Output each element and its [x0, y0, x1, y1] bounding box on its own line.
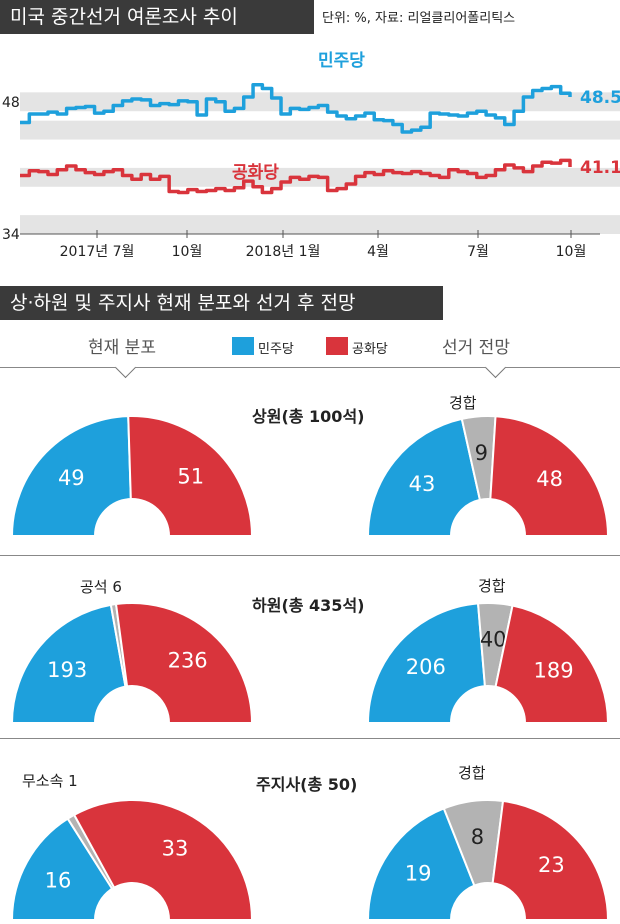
current-3-slice-dem — [10, 817, 114, 921]
forecast-3-slice-label: 23 — [538, 853, 565, 877]
forecast-2-slice-label: 189 — [534, 659, 574, 683]
divider-house — [0, 555, 620, 556]
y-tick-label: 34 — [2, 227, 20, 243]
series-line-rep — [20, 158, 572, 195]
series-name-label: 민주당 — [318, 51, 365, 71]
divider-governor — [0, 738, 620, 739]
x-tick-label: 4월 — [367, 244, 389, 260]
forecast-1-slice-label: 9 — [475, 441, 488, 465]
house-vacant-label: 공석 6 — [80, 578, 122, 596]
forecast-header: 선거 전망 — [442, 338, 510, 358]
legend-label-rep: 공화당 — [352, 342, 388, 357]
current-distribution-header: 현재 분포 — [88, 338, 156, 358]
governor-independent-label: 무소속 1 — [22, 772, 78, 790]
current-1-slice-rep — [127, 415, 254, 537]
x-tick-label: 10월 — [556, 244, 587, 260]
governor-tossup-label: 경합 — [458, 764, 486, 782]
legend-swatch-dem — [232, 337, 254, 355]
current-3-slice-label: 33 — [162, 836, 189, 860]
forecast-2-slice-label: 40 — [480, 628, 507, 652]
x-tick-label: 7월 — [467, 244, 489, 260]
end-value-label: 41.1 — [580, 158, 620, 178]
forecast-2-slice-label: 206 — [406, 655, 446, 679]
current-2-slice-label: 236 — [168, 648, 208, 672]
house-title: 하원(총 435석) — [252, 596, 365, 615]
current-2-slice-dem — [10, 603, 127, 724]
legend-swatch-rep — [326, 337, 348, 355]
forecast-1-slice-dem — [366, 417, 482, 537]
x-tick-label: 10월 — [172, 244, 203, 260]
forecast-3-slice-rep — [491, 799, 610, 921]
grid-band — [20, 92, 620, 112]
forecast-1-slice-label: 48 — [536, 467, 563, 491]
current-3-slice-rep — [72, 799, 254, 921]
legend-label-dem: 민주당 — [258, 342, 294, 357]
forecast-1-slice-label: 43 — [409, 472, 436, 496]
forecast-3-slice-label: 8 — [471, 825, 484, 849]
end-value-label: 48.5 — [580, 88, 620, 108]
governor-title: 주지사(총 50) — [256, 775, 358, 794]
grid-band — [20, 120, 620, 140]
current-2-slice-label: 193 — [47, 658, 87, 682]
current-2-slice-rep — [114, 602, 254, 724]
senate-title: 상원(총 100석) — [252, 407, 365, 426]
x-tick-label: 2018년 1월 — [246, 244, 321, 260]
line-chart-title: 미국 중간선거 여론조사 추이 — [0, 0, 314, 34]
series-line-dem — [20, 83, 572, 134]
house-tossup-label: 경합 — [478, 577, 506, 595]
forecast-3-slice-dem — [366, 807, 476, 921]
forecast-1-slice-rep — [489, 415, 610, 537]
unit-source-note: 단위: %, 자료: 리얼클리어폴리틱스 — [322, 11, 516, 26]
y-tick-label: 48 — [2, 95, 20, 111]
senate-tossup-label: 경합 — [449, 394, 477, 412]
divider-top — [0, 367, 620, 368]
current-1-slice-label: 51 — [177, 464, 204, 488]
seat-chart-title: 상·하원 및 주지사 현재 분포와 선거 후 전망 — [0, 286, 443, 320]
forecast-2-slice-rep — [494, 604, 610, 724]
current-1-slice-dem — [10, 415, 132, 537]
grid-band — [20, 215, 620, 234]
series-name-label: 공화당 — [232, 163, 279, 183]
current-3-slice-label: 16 — [45, 868, 72, 892]
poll-trend-line-chart: 48 34 2017년 7월 10월 2018년 1월 4월 7월 10월 48.5 민주당 41.… — [2, 51, 620, 260]
x-tick-label: 2017년 7월 — [60, 244, 135, 260]
forecast-2-slice-dem — [366, 602, 487, 724]
current-1-slice-label: 49 — [58, 466, 85, 490]
forecast-3-slice-label: 19 — [405, 862, 432, 886]
